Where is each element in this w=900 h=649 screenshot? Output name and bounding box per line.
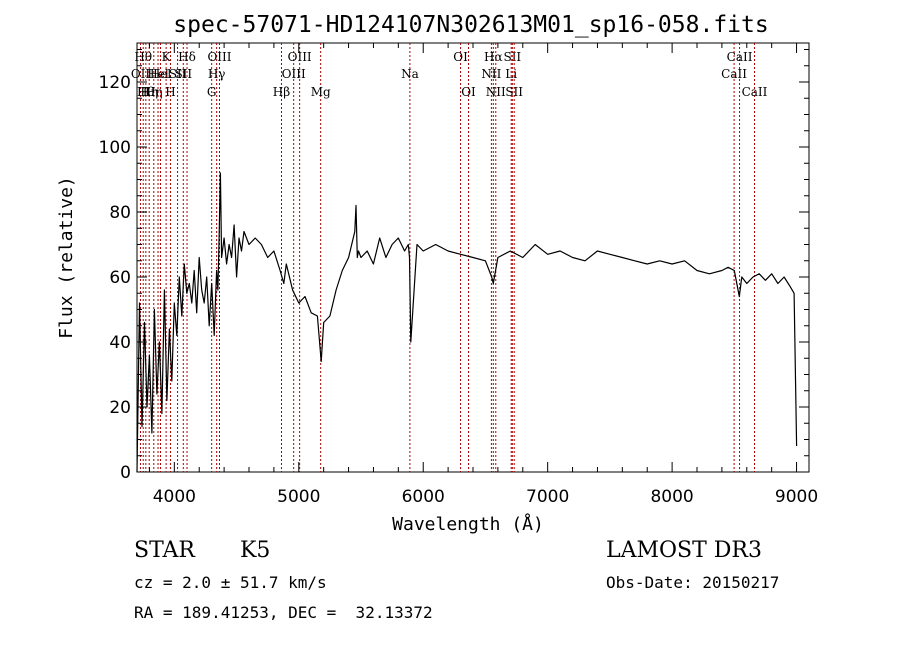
chart-title: spec-57071-HD124107N302613M01_sp16-058.f… bbox=[173, 12, 768, 38]
obs-date: Obs-Date: 20150217 bbox=[606, 573, 780, 592]
spectral-line-label: Hδ bbox=[178, 50, 196, 64]
spectral-line-label: Hβ bbox=[273, 85, 290, 99]
spectral-line-label: Hγ bbox=[208, 67, 226, 81]
spectral-line-label: Hθ bbox=[134, 50, 152, 64]
x-tick-label: 6000 bbox=[402, 487, 445, 507]
y-tick-label: 0 bbox=[120, 463, 131, 483]
spectral-line-label: OIII bbox=[207, 50, 231, 64]
spectral-line-label: SII bbox=[169, 67, 187, 81]
y-axis-label: Flux (relative) bbox=[56, 176, 77, 339]
spectral-line-label: Hel bbox=[150, 67, 172, 81]
spectral-line-label: Na bbox=[401, 67, 419, 81]
spectral-line-label: Hη bbox=[145, 85, 163, 99]
y-tick-label: 60 bbox=[109, 268, 131, 288]
spectral-line-label: Li bbox=[505, 67, 517, 81]
spectral-line-label: OIII bbox=[288, 50, 312, 64]
coordinates: RA = 189.41253, DEC = 32.13372 bbox=[134, 603, 433, 622]
spectral-line-label: G bbox=[207, 85, 217, 99]
x-tick-label: 7000 bbox=[526, 487, 569, 507]
spectral-line-label: Hθ bbox=[137, 85, 155, 99]
spectral-line-label: CaII bbox=[742, 85, 768, 99]
subclass: K5 bbox=[240, 538, 271, 563]
spectral-line-label: SII bbox=[174, 67, 192, 81]
spectral-line-label: K bbox=[162, 50, 172, 64]
flux-series-line bbox=[136, 172, 798, 473]
spectral-line-label: Hel bbox=[147, 67, 169, 81]
survey-label: LAMOST DR3 bbox=[606, 538, 762, 563]
spectral-line-label: NII bbox=[481, 67, 501, 81]
x-tick-label: 5000 bbox=[277, 487, 320, 507]
spectral-line-label: OII bbox=[131, 67, 151, 81]
y-tick-label: 20 bbox=[109, 398, 131, 418]
y-tick-label: 100 bbox=[99, 138, 131, 158]
x-tick-label: 8000 bbox=[650, 487, 693, 507]
spectral-line-label: OI bbox=[453, 50, 468, 64]
y-tick-label: 80 bbox=[109, 203, 131, 223]
spectral-line-label: CaII bbox=[721, 67, 747, 81]
spectral-line-label: Hα bbox=[484, 50, 503, 64]
spectral-line-label: H bbox=[165, 85, 175, 99]
spectral-line-label: CaII bbox=[727, 50, 753, 64]
spectrum-chart: spec-57071-HD124107N302613M01_sp16-058.f… bbox=[56, 12, 818, 535]
x-axis-label: Wavelength (Å) bbox=[392, 513, 544, 535]
spectral-line-label: OI bbox=[461, 85, 476, 99]
spectral-line-label: NII bbox=[486, 85, 506, 99]
redshift-readout: cz = 2.0 ± 51.7 km/s bbox=[134, 573, 327, 592]
spectral-line-label: SII bbox=[505, 85, 523, 99]
spectral-line-label: SII bbox=[503, 50, 521, 64]
x-tick-label: 4000 bbox=[153, 487, 196, 507]
spectral-line-label: OIII bbox=[282, 67, 306, 81]
spectral-line-label: Mg bbox=[311, 85, 331, 99]
object-class: STAR bbox=[134, 538, 195, 563]
y-tick-label: 40 bbox=[109, 333, 131, 353]
y-tick-label: 120 bbox=[99, 73, 131, 93]
x-tick-label: 9000 bbox=[775, 487, 818, 507]
